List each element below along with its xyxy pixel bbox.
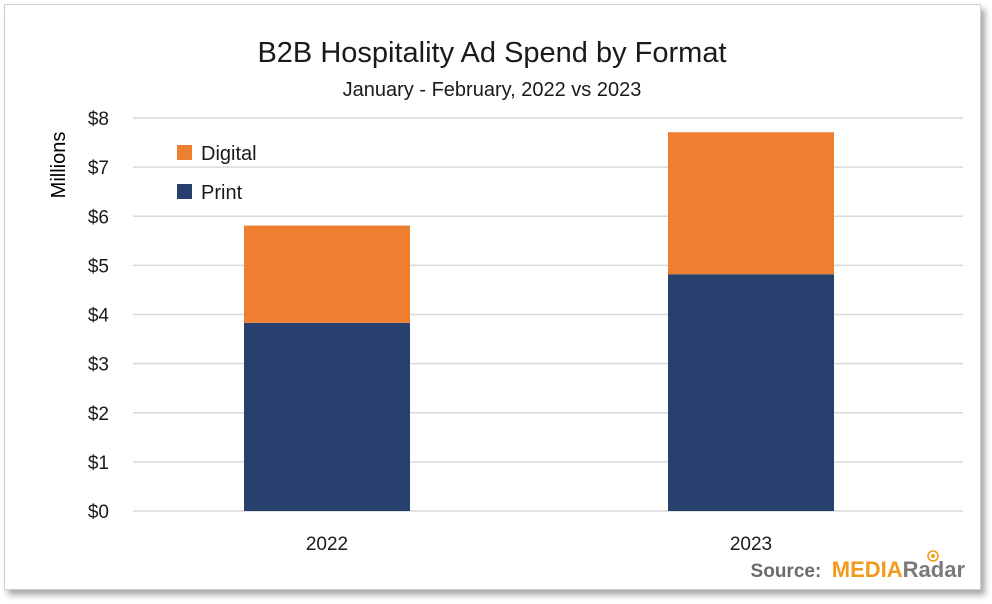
bar-print-2022 [244, 322, 410, 511]
y-tick-label: $8 [88, 109, 109, 130]
brand-media: MEDIA [832, 557, 903, 582]
legend-swatch-digital [177, 145, 192, 160]
y-tick-label: $1 [88, 453, 109, 474]
y-tick-label: $5 [88, 256, 109, 277]
bar-digital-2022 [244, 225, 410, 323]
y-tick-label: $7 [88, 158, 109, 179]
y-tick-label: $3 [88, 355, 109, 376]
svg-text:Source: MEDIARadar: Source: MEDIARadar [751, 557, 966, 582]
y-tick-label: $2 [88, 404, 109, 425]
chart-title: B2B Hospitality Ad Spend by Format [257, 37, 726, 69]
x-tick-label: 2022 [306, 534, 348, 555]
legend-label-digital: Digital [201, 143, 257, 165]
y-tick-label: $6 [88, 207, 109, 228]
legend-label-print: Print [201, 182, 243, 204]
x-axis-ticks: 2022 2023 [306, 534, 772, 555]
chart: B2B Hospitality Ad Spend by Format Janua… [48, 37, 966, 582]
radar-logo-icon [927, 550, 939, 562]
source-label: Source: [751, 561, 822, 582]
y-tick-label: $4 [88, 306, 110, 327]
legend: Digital Print [177, 143, 257, 204]
chart-frame: B2B Hospitality Ad Spend by Format Janua… [4, 4, 981, 590]
bar-print-2023 [668, 274, 834, 511]
y-axis-ticks: $0 $1 $2 $3 $4 $5 $6 $7 $8 [88, 109, 110, 523]
y-tick-label: $0 [88, 502, 109, 523]
radar-logo-dot-icon [931, 554, 935, 558]
legend-swatch-print [177, 184, 192, 199]
bars [244, 132, 834, 511]
bar-digital-2023 [668, 132, 834, 275]
x-tick-label: 2023 [730, 534, 772, 555]
y-axis-label: Millions [48, 132, 70, 199]
source-credit: Source: MEDIARadar [751, 550, 966, 582]
chart-subtitle: January - February, 2022 vs 2023 [343, 79, 642, 101]
